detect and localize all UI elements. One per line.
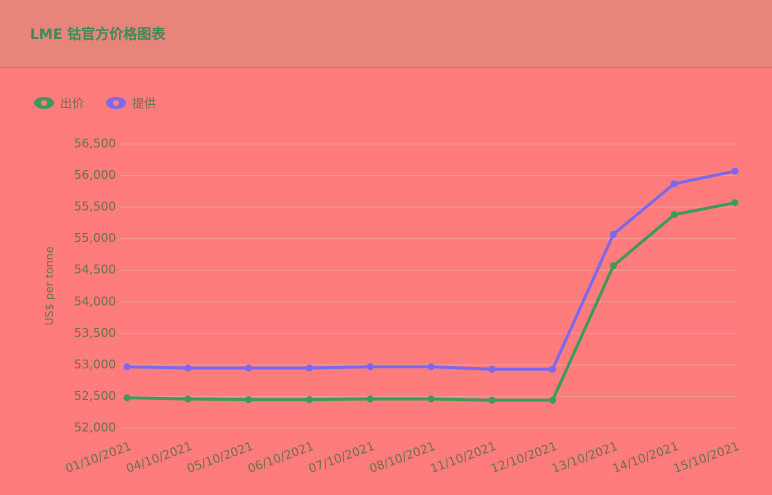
data-point [609,230,617,238]
data-point [123,394,131,402]
y-tick-label: 56,000 [74,168,116,182]
data-point [488,396,496,404]
data-point [123,363,131,371]
header [0,0,772,67]
data-point [427,395,435,403]
data-point [305,364,313,372]
data-point [549,365,557,373]
legend-icon-pupil [113,100,120,106]
data-point [609,262,617,270]
y-tick-label: 55,000 [74,231,116,245]
data-point [366,395,374,403]
data-point [366,363,374,371]
data-point [245,364,253,372]
y-axis-label: US$ per tonne [43,246,56,325]
y-tick-label: 54,000 [74,294,116,308]
data-point [549,396,557,404]
y-tick-label: 53,500 [74,326,116,340]
data-point [670,211,678,219]
y-tick-label: 52,000 [74,421,116,435]
data-point [670,180,678,188]
data-point [731,167,739,175]
data-point [305,396,313,404]
legend-icon-pupil [41,100,47,106]
legend-label[interactable]: 出价 [60,97,84,111]
y-tick-label: 56,500 [74,137,116,151]
y-tick-label: 52,500 [74,389,116,403]
data-point [488,365,496,373]
chart-title: LME 钴官方价格图表 [30,26,166,43]
data-point [245,396,253,404]
data-point [184,395,192,403]
y-tick-label: 55,500 [74,200,116,214]
data-point [427,363,435,371]
legend-label[interactable]: 提供 [132,96,156,111]
data-point [731,199,739,207]
y-tick-label: 53,000 [74,357,116,371]
y-tick-label: 54,500 [74,263,116,277]
data-point [184,364,192,372]
